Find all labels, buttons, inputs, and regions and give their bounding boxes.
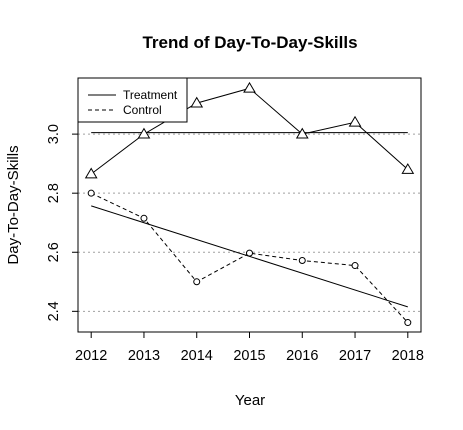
x-tick-label: 2016 bbox=[286, 348, 318, 364]
point-control bbox=[140, 214, 148, 222]
point-control bbox=[351, 262, 359, 270]
point-treatment bbox=[295, 127, 309, 139]
y-tick-label: 3.0 bbox=[46, 124, 62, 144]
point-control bbox=[87, 189, 95, 197]
series-line-control bbox=[90, 192, 409, 323]
legend-label: Treatment bbox=[123, 88, 178, 102]
x-tick-label: 2015 bbox=[233, 348, 265, 364]
point-control bbox=[193, 278, 201, 286]
point-treatment bbox=[84, 167, 98, 179]
point-control bbox=[298, 257, 306, 265]
legend-box bbox=[77, 77, 188, 123]
point-treatment bbox=[137, 127, 151, 139]
chart-title: Trend of Day-To-Day-Skills bbox=[142, 33, 357, 52]
x-axis-label: Year bbox=[235, 392, 265, 409]
point-treatment bbox=[348, 115, 362, 127]
x-tick-label: 2014 bbox=[181, 348, 213, 364]
legend-label: Control bbox=[123, 103, 162, 117]
point-control bbox=[246, 249, 253, 257]
x-tick-label: 2012 bbox=[75, 348, 107, 364]
y-tick-label: 2.6 bbox=[46, 242, 62, 262]
point-treatment bbox=[243, 81, 256, 93]
x-tick-label: 2013 bbox=[128, 348, 160, 364]
plot-area: 2012 2013 2014 2015 2016 2017 2018 2.4 2.6 2.8 3.0… bbox=[46, 77, 424, 364]
y-tick-label: 2.4 bbox=[46, 301, 62, 321]
point-treatment bbox=[190, 96, 204, 108]
y-tick-label: 2.8 bbox=[46, 183, 62, 203]
point-treatment bbox=[401, 163, 415, 174]
x-tick-label: 2018 bbox=[392, 348, 424, 364]
point-control bbox=[404, 319, 412, 327]
y-axis-label: Day-To-Day-Skills bbox=[5, 145, 22, 264]
x-tick-label: 2017 bbox=[339, 348, 371, 364]
